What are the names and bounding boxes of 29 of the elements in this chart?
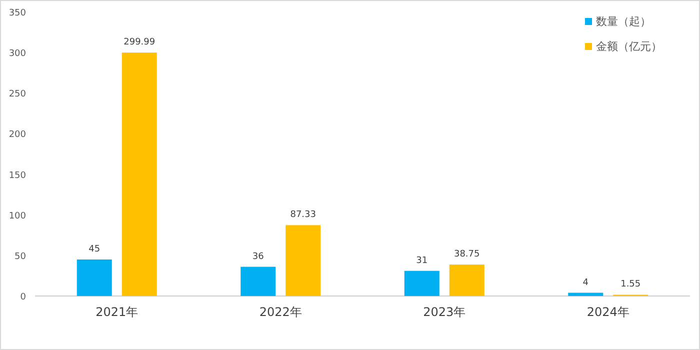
data-label: 36 <box>252 252 264 262</box>
data-label: 38.75 <box>454 250 480 260</box>
y-tick-label: 100 <box>8 211 26 222</box>
data-label: 45 <box>88 244 100 254</box>
bar <box>240 266 276 296</box>
x-tick-label: 2021年 <box>96 305 138 319</box>
y-tick-label: 300 <box>8 49 26 60</box>
data-label: 87.33 <box>290 210 316 220</box>
data-label: 299.99 <box>124 38 156 48</box>
legend-label: 数量（起） <box>596 15 651 28</box>
data-label: 1.55 <box>620 280 641 290</box>
y-tick-label: 350 <box>8 8 26 18</box>
y-tick-label: 0 <box>20 292 26 302</box>
y-tick-label: 200 <box>8 130 26 140</box>
bar <box>449 264 484 296</box>
x-tick-label: 2023年 <box>423 305 466 319</box>
y-tick-label: 150 <box>8 170 26 181</box>
x-tick-label: 2024年 <box>586 305 630 319</box>
legend-label: 金额（亿元） <box>596 40 662 53</box>
data-label: 4 <box>582 278 589 288</box>
bar <box>404 270 440 296</box>
bar <box>568 292 604 296</box>
x-tick-label: 2022年 <box>259 305 302 319</box>
bar <box>286 225 321 296</box>
bar <box>76 259 112 296</box>
bar <box>122 52 157 296</box>
y-tick-label: 250 <box>8 90 26 100</box>
data-label: 31 <box>416 256 428 266</box>
y-tick-label: 50 <box>14 252 26 262</box>
